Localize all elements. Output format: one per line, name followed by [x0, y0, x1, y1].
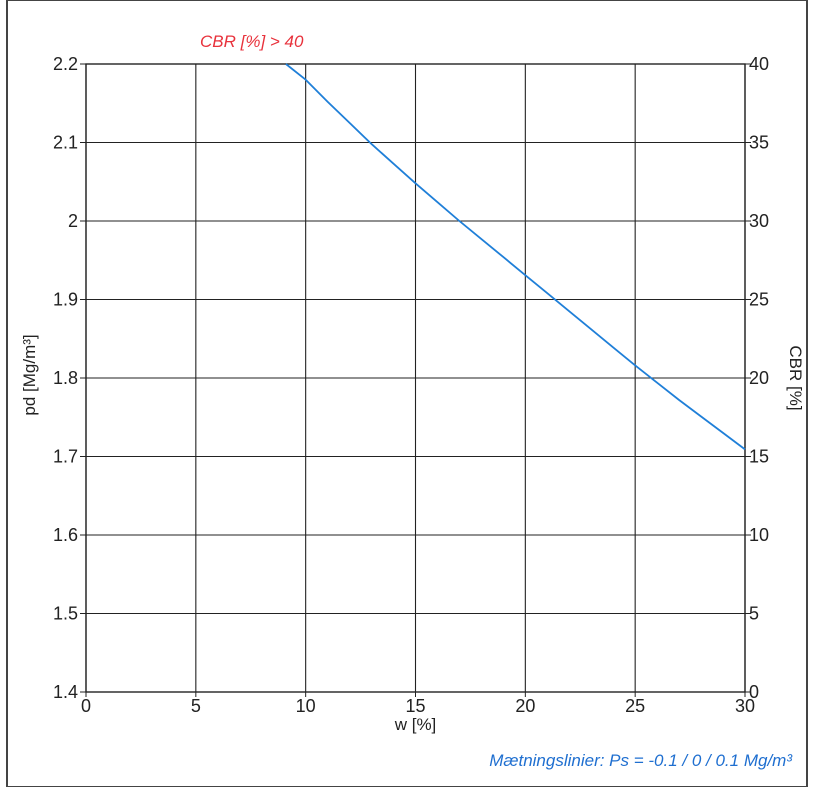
y-right-tick-label: 40 [749, 54, 769, 74]
x-axis-label: w [%] [394, 715, 437, 734]
x-tick-label: 15 [405, 696, 425, 716]
x-tick-label: 0 [81, 696, 91, 716]
y-left-tick-label: 1.6 [53, 525, 78, 545]
y-left-tick-label: 2.2 [53, 54, 78, 74]
x-tick-label: 20 [515, 696, 535, 716]
y-left-tick-label: 1.5 [53, 604, 78, 624]
x-tick-label: 25 [625, 696, 645, 716]
tick-labels: 0 5 10 15 20 25 30 1.4 1.5 1.6 1.7 1.8 1.9 2 2.1 2.2 0 5 1… [53, 54, 769, 716]
y-left-tick-label: 1.8 [53, 368, 78, 388]
y-left-tick-label: 1.9 [53, 290, 78, 310]
y-left-axis-label: pd [Mg/m³] [20, 334, 39, 415]
cbr-annotation: CBR [%] > 40 [200, 32, 304, 51]
y-right-tick-label: 5 [749, 604, 759, 624]
y-left-tick-label: 1.7 [53, 447, 78, 467]
y-right-tick-label: 35 [749, 133, 769, 153]
chart-frame [6, 0, 808, 787]
y-right-tick-label: 0 [749, 682, 759, 702]
y-right-axis-label: CBR [%] [786, 345, 805, 410]
plot-border [85, 63, 746, 693]
series-line [285, 63, 746, 451]
x-tick-label: 10 [296, 696, 316, 716]
series [285, 63, 746, 451]
x-tick-label: 5 [191, 696, 201, 716]
y-right-tick-label: 30 [749, 211, 769, 231]
y-right-tick-label: 25 [749, 290, 769, 310]
x-tick-label: 30 [735, 696, 755, 716]
y-left-tick-label: 2 [68, 211, 78, 231]
y-right-tick-label: 15 [749, 447, 769, 467]
y-left-tick-label: 1.4 [53, 682, 78, 702]
y-right-tick-label: 10 [749, 525, 769, 545]
y-left-tick-label: 2.1 [53, 133, 78, 153]
grid [80, 63, 751, 697]
y-right-tick-label: 20 [749, 368, 769, 388]
saturation-lines-note: Mætningslinier: Ps = -0.1 / 0 / 0.1 Mg/m… [489, 751, 793, 770]
